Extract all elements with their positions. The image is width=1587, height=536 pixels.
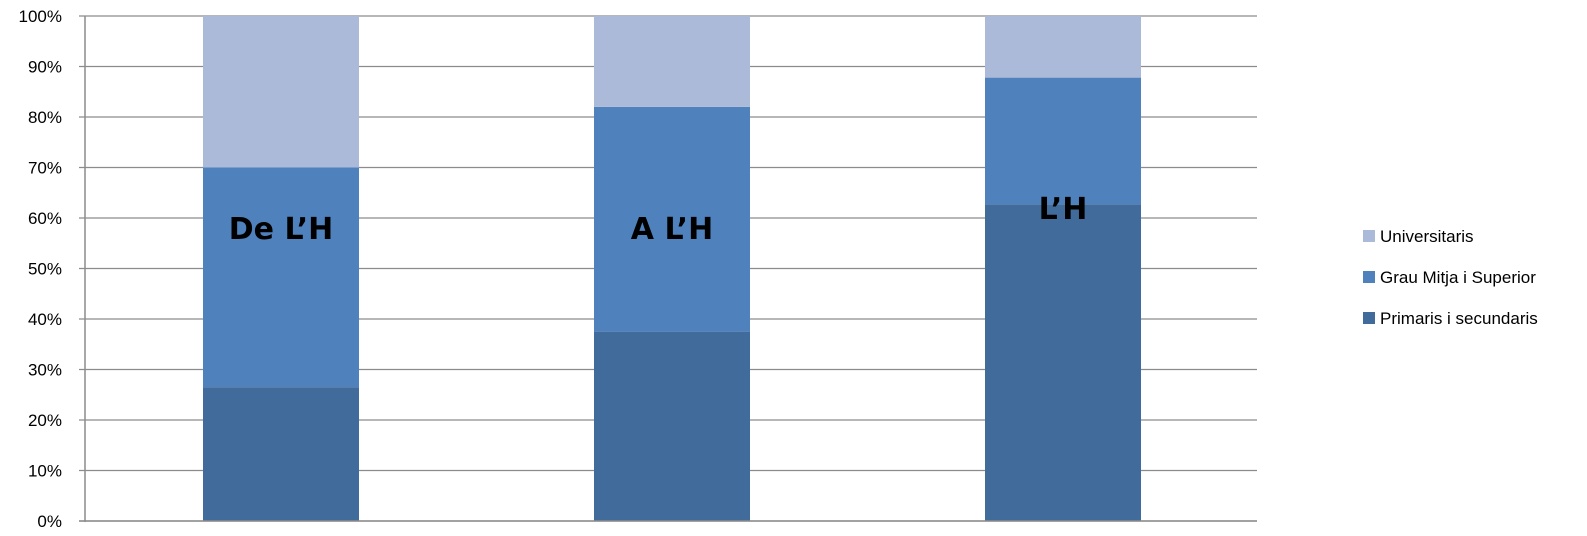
y-tick-label-40: 40% (28, 310, 62, 329)
y-tick-label-100: 100% (19, 7, 62, 26)
legend-label-primaris-i-secundaris: Primaris i secundaris (1380, 309, 1538, 328)
bar-segment-universitaris-2 (594, 16, 750, 107)
y-tick-label-90: 90% (28, 58, 62, 77)
legend-swatch-primaris-i-secundaris (1363, 312, 1375, 324)
y-tick-label-50: 50% (28, 260, 62, 279)
y-tick-label-0: 0% (37, 512, 62, 531)
legend-label-grau-mitja-i-superior: Grau Mitja i Superior (1380, 268, 1536, 287)
y-tick-label-70: 70% (28, 159, 62, 178)
y-tick-label-60: 60% (28, 209, 62, 228)
bar-segment-primaris-i-secundaris-1 (203, 387, 359, 521)
y-axis-tick-labels: 0% 10% 20% 30% 40% 50% 60% 70% 80% 90% 100% (19, 7, 62, 531)
bar-label-2: A L’H (631, 212, 713, 247)
bar-label-1: De L’H (229, 212, 333, 247)
bar-segment-universitaris-3 (985, 16, 1141, 78)
bar-segment-grau-mitja-i-superior-3 (985, 77, 1141, 205)
legend: Universitaris Grau Mitja i Superior Primar… (1363, 227, 1538, 328)
y-tick-label-30: 30% (28, 361, 62, 380)
bar-segment-universitaris-1 (203, 16, 359, 168)
bar-labels: De L’H A L’H L’H (229, 192, 1088, 247)
bars (203, 16, 1141, 522)
axes (79, 16, 1257, 522)
bar-segment-grau-mitja-i-superior-1 (203, 167, 359, 388)
y-tick-label-80: 80% (28, 108, 62, 127)
legend-swatch-grau-mitja-i-superior (1363, 271, 1375, 283)
y-tick-label-20: 20% (28, 411, 62, 430)
bar-label-3: L’H (1039, 192, 1088, 227)
bar-segment-primaris-i-secundaris-2 (594, 331, 750, 521)
y-tick-label-10: 10% (28, 462, 62, 481)
bar-segment-grau-mitja-i-superior-2 (594, 106, 750, 332)
legend-swatch-universitaris (1363, 230, 1375, 242)
bar-segment-primaris-i-secundaris-3 (985, 204, 1141, 522)
legend-label-universitaris: Universitaris (1380, 227, 1474, 246)
